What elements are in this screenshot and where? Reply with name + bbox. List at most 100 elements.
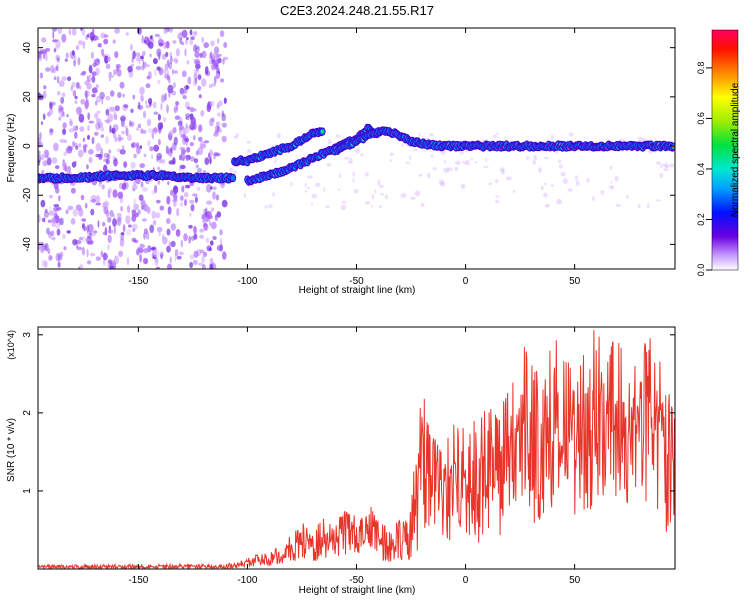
noise-speck <box>365 201 371 205</box>
noise-speck <box>178 126 183 135</box>
colorbar-tick-label: 0.4 <box>696 163 706 176</box>
noise-speck <box>95 36 100 41</box>
noise-speck <box>94 58 100 66</box>
noise-speck <box>204 157 210 165</box>
noise-speck <box>170 240 176 248</box>
noise-speck <box>663 168 669 172</box>
ridge-core <box>320 130 324 134</box>
y-tick-label: -20 <box>22 188 33 203</box>
noise-speck <box>70 85 74 91</box>
noise-speck <box>213 152 220 157</box>
noise-speck <box>107 216 112 223</box>
noise-speck <box>91 199 97 203</box>
noise-speck <box>59 114 66 118</box>
noise-speck <box>460 183 466 190</box>
noise-speck <box>189 261 194 269</box>
noise-speck <box>60 217 64 226</box>
noise-speck <box>42 160 48 167</box>
noise-speck <box>53 142 59 152</box>
noise-speck <box>177 120 183 127</box>
noise-speck <box>184 184 191 189</box>
noise-speck <box>143 40 146 43</box>
noise-speck <box>45 47 51 52</box>
noise-speck <box>221 199 228 208</box>
noise-speck <box>82 145 87 150</box>
colorbar-tick-label: 0.2 <box>696 213 706 226</box>
noise-speck <box>72 125 77 132</box>
noise-speck <box>79 126 85 132</box>
noise-speck <box>311 193 318 199</box>
noise-speck <box>192 193 198 197</box>
noise-speck <box>216 245 223 251</box>
noise-speck <box>401 143 404 147</box>
noise-speck <box>190 204 195 212</box>
noise-speck <box>168 152 173 158</box>
noise-speck <box>186 106 191 110</box>
noise-speck <box>166 69 169 76</box>
noise-speck <box>611 185 614 190</box>
noise-speck <box>474 161 478 164</box>
noise-speck <box>163 28 168 35</box>
noise-speck <box>223 56 228 61</box>
noise-speck <box>114 137 118 142</box>
noise-speck <box>112 160 119 165</box>
noise-speck <box>86 249 89 258</box>
noise-speck <box>101 48 105 56</box>
noise-speck <box>108 74 114 78</box>
noise-speck <box>109 124 112 134</box>
noise-speck <box>193 158 199 164</box>
noise-speck <box>385 194 388 200</box>
noise-speck <box>140 181 144 188</box>
noise-speck <box>405 161 411 164</box>
noise-speck <box>198 136 203 142</box>
noise-speck <box>311 202 314 206</box>
noise-speck <box>101 96 104 105</box>
noise-speck <box>193 250 199 258</box>
noise-speck <box>61 161 67 167</box>
noise-speck <box>174 254 177 262</box>
noise-speck <box>88 120 95 124</box>
noise-speck <box>141 218 147 222</box>
noise-speck <box>379 204 382 209</box>
y-tick-label: 0 <box>22 143 33 149</box>
noise-speck <box>169 51 172 58</box>
noise-speck <box>64 58 68 62</box>
noise-speck <box>512 189 516 193</box>
noise-speck <box>149 146 154 152</box>
noise-speck <box>157 113 161 121</box>
noise-speck <box>105 158 110 165</box>
noise-speck <box>216 53 222 58</box>
noise-speck <box>133 198 136 205</box>
noise-speck <box>655 161 662 165</box>
noise-speck <box>189 212 192 217</box>
noise-speck <box>201 78 207 87</box>
noise-speck <box>189 29 193 36</box>
noise-speck <box>167 206 172 215</box>
noise-speck <box>214 217 219 221</box>
noise-speck <box>495 195 500 198</box>
noise-speck <box>130 108 134 114</box>
noise-speck <box>221 135 227 143</box>
noise-speck <box>175 101 180 106</box>
noise-speck <box>195 68 199 72</box>
noise-speck <box>220 78 225 83</box>
noise-speck <box>129 121 135 127</box>
noise-speck <box>168 62 173 70</box>
noise-speck <box>142 187 148 192</box>
noise-speck <box>126 228 132 236</box>
noise-speck <box>179 164 182 172</box>
noise-speck <box>38 150 41 156</box>
noise-speck <box>104 226 108 236</box>
noise-speck <box>117 191 124 199</box>
noise-speck <box>190 116 196 126</box>
noise-speck <box>79 264 84 269</box>
noise-speck <box>58 117 62 121</box>
noise-speck <box>96 118 101 123</box>
noise-speck <box>444 160 447 164</box>
noise-speck <box>50 236 56 241</box>
noise-speck <box>113 225 116 235</box>
noise-speck <box>78 113 85 123</box>
noise-speck <box>97 43 102 48</box>
noise-speck <box>168 160 175 165</box>
noise-speck <box>146 118 152 127</box>
